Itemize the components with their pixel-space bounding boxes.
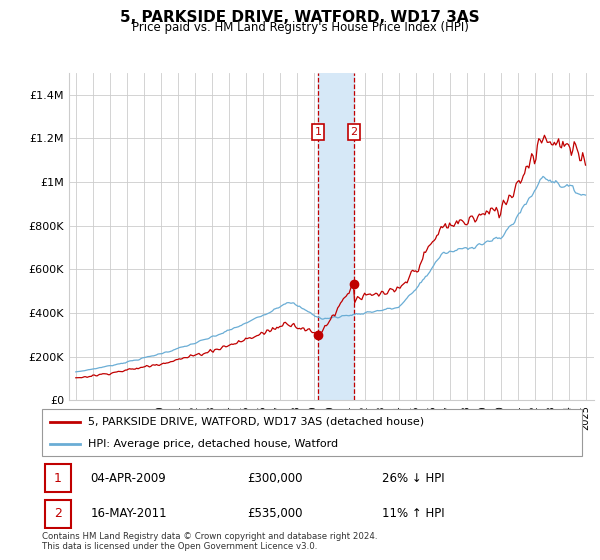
Text: 11% ↑ HPI: 11% ↑ HPI xyxy=(382,507,445,520)
Text: 1: 1 xyxy=(314,127,322,137)
Text: 2: 2 xyxy=(350,127,358,137)
Text: 5, PARKSIDE DRIVE, WATFORD, WD17 3AS (detached house): 5, PARKSIDE DRIVE, WATFORD, WD17 3AS (de… xyxy=(88,417,424,427)
Bar xyxy=(318,73,354,400)
Text: £300,000: £300,000 xyxy=(247,472,303,484)
Text: Price paid vs. HM Land Registry's House Price Index (HPI): Price paid vs. HM Land Registry's House … xyxy=(131,21,469,34)
Text: 04-APR-2009: 04-APR-2009 xyxy=(91,472,166,484)
Text: 16-MAY-2011: 16-MAY-2011 xyxy=(91,507,167,520)
Text: 5, PARKSIDE DRIVE, WATFORD, WD17 3AS: 5, PARKSIDE DRIVE, WATFORD, WD17 3AS xyxy=(120,10,480,25)
Text: £535,000: £535,000 xyxy=(247,507,303,520)
Text: Contains HM Land Registry data © Crown copyright and database right 2024.
This d: Contains HM Land Registry data © Crown c… xyxy=(42,532,377,552)
Text: 1: 1 xyxy=(54,472,62,484)
Text: 26% ↓ HPI: 26% ↓ HPI xyxy=(382,472,445,484)
Text: 2: 2 xyxy=(54,507,62,520)
FancyBboxPatch shape xyxy=(42,409,582,456)
FancyBboxPatch shape xyxy=(45,464,71,492)
Text: HPI: Average price, detached house, Watford: HPI: Average price, detached house, Watf… xyxy=(88,438,338,449)
FancyBboxPatch shape xyxy=(45,500,71,528)
